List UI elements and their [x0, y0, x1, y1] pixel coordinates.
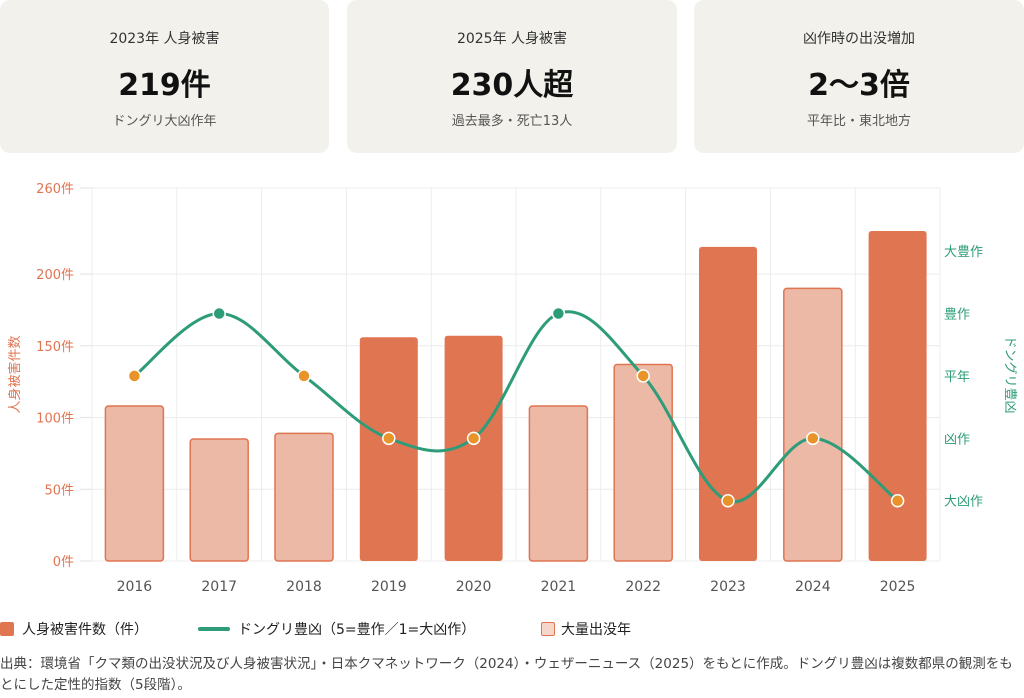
- acorn-point-2019: [382, 431, 396, 446]
- y2-tick-label: 平年: [944, 370, 970, 385]
- card-label: 2025年 人身被害: [456, 31, 568, 47]
- bar-2021: [528, 405, 589, 562]
- legend-swatch-line: [198, 627, 230, 631]
- x-tick-label: 2017: [201, 579, 237, 595]
- summary-card-increase: 凶作時の出没増加 2〜3倍 平年比・東北地方: [694, 0, 1024, 153]
- acorn-point-2016: [127, 369, 142, 383]
- y-axis-title: 人身被害件数: [7, 335, 23, 413]
- legend-label: 人身被害件数（件）: [22, 622, 148, 638]
- y-tick-label: 200件: [36, 268, 74, 283]
- bar-2016: [104, 405, 165, 562]
- acorn-point-2022: [636, 369, 650, 383]
- y-tick-label: 50件: [44, 483, 74, 498]
- x-tick-label: 2025: [880, 579, 916, 595]
- acorn-point-2017: [212, 306, 226, 321]
- card-sub: ドングリ大凶作年: [112, 114, 217, 129]
- legend-item-mass-outbreak[interactable]: 大量出没年: [541, 618, 631, 640]
- acorn-point-2024: [806, 431, 820, 446]
- card-sub: 過去最多・死亡13人: [451, 114, 573, 129]
- x-tick-label: 2019: [371, 579, 407, 595]
- card-value: 2〜3倍: [808, 68, 910, 103]
- bar-2019: [359, 337, 418, 561]
- y-tick-label: 0件: [53, 555, 74, 570]
- y-tick-label: 100件: [36, 412, 74, 427]
- bar-2017: [189, 438, 249, 562]
- summary-card-2023: 2023年 人身被害 219件 ドングリ大凶作年: [0, 0, 329, 153]
- x-tick-label: 2016: [117, 579, 153, 595]
- bar-2022: [613, 363, 673, 562]
- legend-swatch-box: [541, 622, 555, 636]
- bar-2020: [444, 335, 503, 561]
- legend-label: ドングリ豊凶（5=豊作／1=大凶作）: [238, 622, 476, 638]
- x-tick-label: 2023: [710, 579, 746, 595]
- x-tick-label: 2020: [456, 579, 492, 595]
- x-tick-label: 2022: [625, 579, 661, 595]
- acorn-point-2020: [466, 431, 481, 446]
- acorn-point-2021: [551, 306, 566, 321]
- y2-tick-label: 豊作: [944, 308, 970, 323]
- chart-legend: 人身被害件数（件） ドングリ豊凶（5=豊作／1=大凶作） 大量出没年: [0, 618, 1024, 640]
- y-tick-label: 150件: [36, 340, 74, 355]
- x-tick-label: 2021: [541, 579, 577, 595]
- legend-swatch-bar: [0, 622, 14, 636]
- card-label: 2023年 人身被害: [109, 31, 220, 47]
- acorn-point-2023: [721, 493, 735, 508]
- card-value: 219件: [118, 68, 211, 103]
- y2-axis-title: ドングリ豊凶: [1002, 335, 1017, 413]
- card-value: 230人超: [450, 68, 574, 103]
- summary-card-2025: 2025年 人身被害 230人超 過去最多・死亡13人: [347, 0, 677, 153]
- legend-label: 大量出没年: [561, 622, 631, 638]
- summary-cards: 2023年 人身被害 219件 ドングリ大凶作年 2025年 人身被害 230人…: [0, 0, 1024, 154]
- source-note: 出典：環境省「クマ類の出没状況及び人身被害状況」・日本クマネットワーク（2024…: [0, 656, 1013, 693]
- legend-item-damage[interactable]: 人身被害件数（件）: [0, 618, 148, 640]
- card-sub: 平年比・東北地方: [806, 114, 911, 129]
- card-label: 凶作時の出没増加: [803, 31, 915, 47]
- bar-2024: [783, 287, 843, 562]
- bar-2023: [699, 246, 757, 562]
- y-tick-label: 260件: [36, 182, 74, 197]
- acorn-point-2025: [890, 493, 905, 508]
- bar-2018: [274, 432, 334, 562]
- legend-item-acorn[interactable]: ドングリ豊凶（5=豊作／1=大凶作）: [198, 618, 475, 640]
- acorn-line: [133, 310, 899, 504]
- bar-2025: [868, 231, 927, 561]
- y2-tick-label: 凶作: [944, 432, 970, 447]
- acorn-point-2018: [297, 369, 311, 383]
- y2-tick-label: 大豊作: [944, 245, 983, 260]
- x-tick-label: 2018: [286, 579, 322, 595]
- y2-tick-label: 大凶作: [944, 495, 983, 510]
- x-tick-label: 2024: [795, 579, 831, 595]
